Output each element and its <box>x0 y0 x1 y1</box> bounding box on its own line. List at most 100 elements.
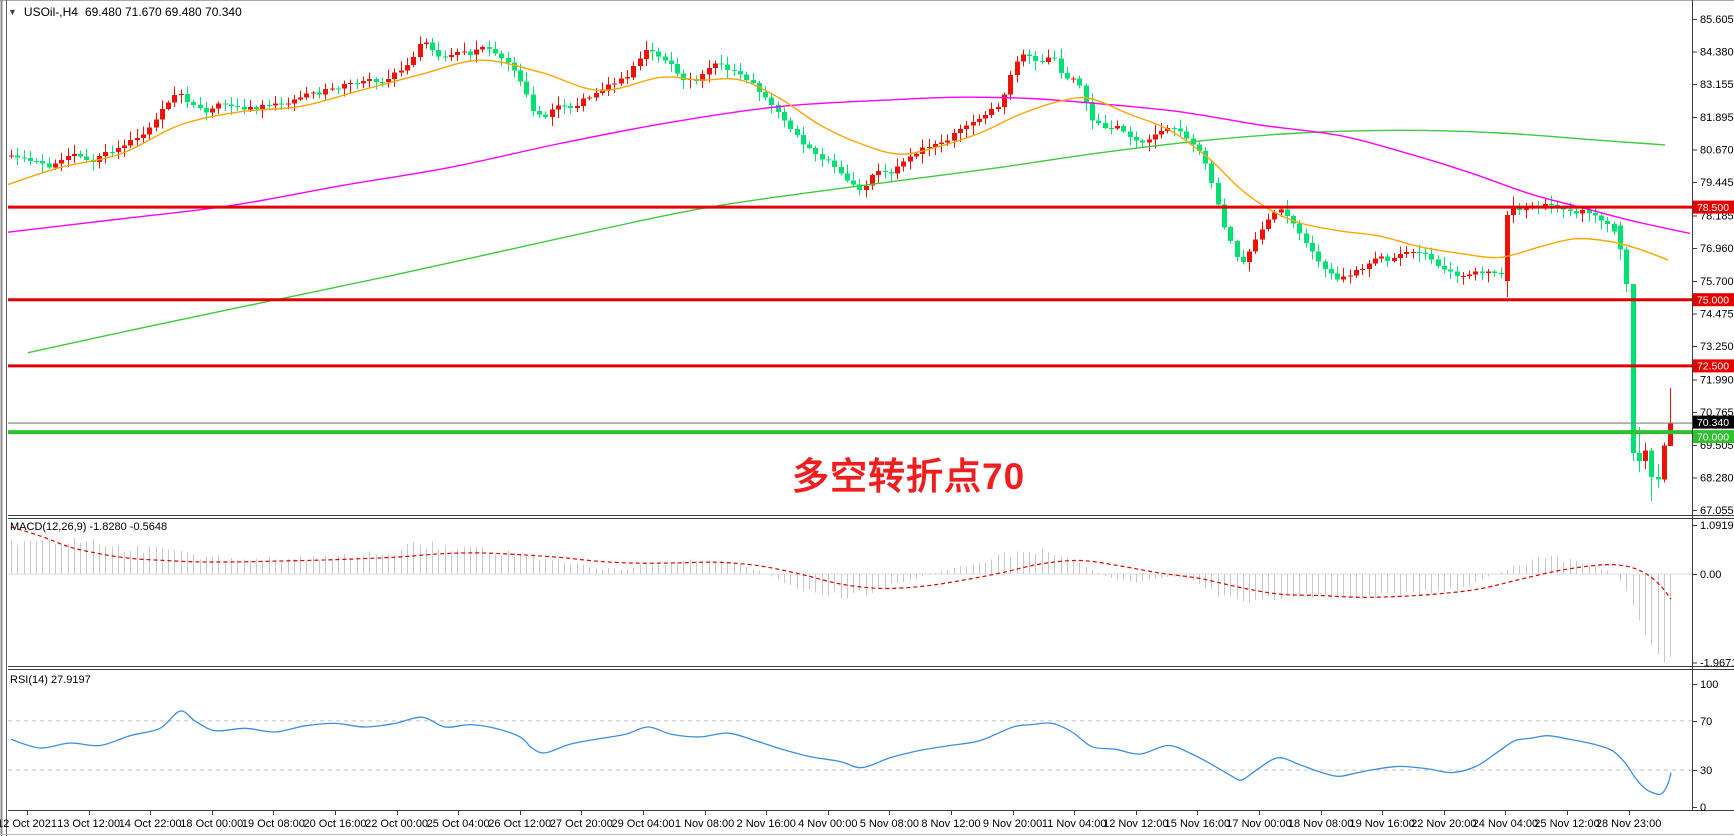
bear-candle <box>1517 208 1522 211</box>
time-tick-label: 27 Oct 20:00 <box>550 818 613 830</box>
time-tick-label: 5 Nov 08:00 <box>860 818 919 830</box>
bull-candle <box>914 154 919 157</box>
bear-candle <box>1121 125 1126 132</box>
bull-candle <box>1021 54 1026 62</box>
bear-candle <box>650 49 655 52</box>
price-tick-label: 69.505 <box>1700 440 1734 452</box>
time-tick-label: 12 Nov 12:00 <box>1103 818 1168 830</box>
current-price-badge <box>1693 415 1734 429</box>
rsi-plot[interactable] <box>8 670 1692 810</box>
bull-candle <box>122 145 127 148</box>
time-tick-label: 2 Nov 16:00 <box>737 818 796 830</box>
bear-candle <box>807 144 812 148</box>
bear-candle <box>229 104 234 106</box>
bear-candle <box>185 93 190 103</box>
bear-candle <box>436 50 441 57</box>
bull-candle <box>1373 258 1378 264</box>
bear-candle <box>1593 213 1598 216</box>
bull-candle <box>367 79 372 81</box>
bear-candle <box>1385 256 1390 261</box>
bear-candle <box>1436 259 1441 266</box>
bull-candle <box>323 89 328 95</box>
bull-candle <box>455 51 460 55</box>
bear-candle <box>1568 209 1573 211</box>
price-tick-label: 71.990 <box>1700 374 1734 386</box>
bull-candle <box>311 92 316 94</box>
bear-candle <box>242 107 247 110</box>
bear-candle <box>374 79 379 82</box>
bull-candle <box>53 163 58 168</box>
bear-candle <box>1235 241 1240 257</box>
chart-dropdown-icon[interactable]: ▼ <box>8 6 17 17</box>
price-tick-label: 80.670 <box>1700 145 1734 157</box>
bull-candle <box>424 42 429 44</box>
bull-candle <box>154 119 159 128</box>
bull-candle <box>864 185 869 190</box>
bear-candle <box>1103 123 1108 128</box>
bull-candle <box>927 147 932 149</box>
bear-candle <box>801 134 806 145</box>
bear-candle <box>518 70 523 82</box>
bull-candle <box>1272 212 1277 220</box>
bear-candle <box>1052 57 1057 59</box>
bull-candle <box>1668 423 1673 446</box>
bear-candle <box>763 91 768 98</box>
bear-candle <box>675 64 680 74</box>
bull-candle <box>895 166 900 174</box>
time-tick-label: 18 Oct 00:00 <box>180 818 243 830</box>
bear-candle <box>40 161 45 164</box>
bear-candle <box>1178 128 1183 132</box>
bull-candle <box>1398 253 1403 258</box>
bear-candle <box>1084 85 1089 102</box>
time-axis[interactable] <box>0 811 1734 836</box>
ma-slow-line <box>27 129 1666 354</box>
bear-candle <box>851 180 856 185</box>
bull-candle <box>411 56 416 66</box>
bear-candle <box>1480 271 1485 274</box>
bear-candle <box>857 184 862 190</box>
rsi-tick-label: 70 <box>1700 716 1712 728</box>
time-tick-label: 1 Nov 08:00 <box>675 818 734 830</box>
bear-candle <box>254 107 259 109</box>
bull-candle <box>933 144 938 148</box>
rsi-indicator-label: RSI(14) 27.9197 <box>10 674 91 686</box>
price-tick-label: 85.605 <box>1700 14 1734 26</box>
bear-candle <box>1329 268 1334 274</box>
bull-candle <box>449 54 454 57</box>
bear-candle <box>1492 271 1497 273</box>
bear-candle <box>681 73 686 80</box>
macd-plot[interactable] <box>8 519 1692 666</box>
bull-candle <box>59 160 64 164</box>
bull-candle <box>1247 251 1252 263</box>
bear-candle <box>1499 273 1504 274</box>
bull-candle <box>160 109 165 120</box>
bull-candle <box>1511 208 1516 215</box>
bull-candle <box>330 88 335 90</box>
macd-tick-label: 0.00 <box>1700 569 1721 581</box>
bear-candle <box>336 88 341 90</box>
support-price-badge-text: 70.000 <box>1697 431 1729 443</box>
bear-candle <box>1140 140 1145 143</box>
resistance-price-badge <box>1693 359 1734 373</box>
bull-candle <box>556 105 561 110</box>
bull-candle <box>361 80 366 84</box>
time-tick-label: 19 Oct 08:00 <box>242 818 305 830</box>
bear-candle <box>1624 249 1629 284</box>
bear-candle <box>1455 271 1460 276</box>
bear-candle <box>1637 453 1642 462</box>
bull-candle <box>870 175 875 186</box>
bull-candle <box>72 154 77 156</box>
price-axis[interactable] <box>1693 0 1734 810</box>
main-chart-plot[interactable] <box>8 2 1692 515</box>
bear-candle <box>355 82 360 84</box>
bear-candle <box>47 163 52 168</box>
bull-candle <box>876 171 881 176</box>
bear-candle <box>1612 224 1617 232</box>
annotation-text: 多空转折点70 <box>792 456 1026 497</box>
bear-candle <box>1040 61 1045 63</box>
bear-candle <box>832 160 837 167</box>
bull-candle <box>292 99 297 104</box>
bear-candle <box>84 156 89 161</box>
bull-candle <box>587 97 592 99</box>
